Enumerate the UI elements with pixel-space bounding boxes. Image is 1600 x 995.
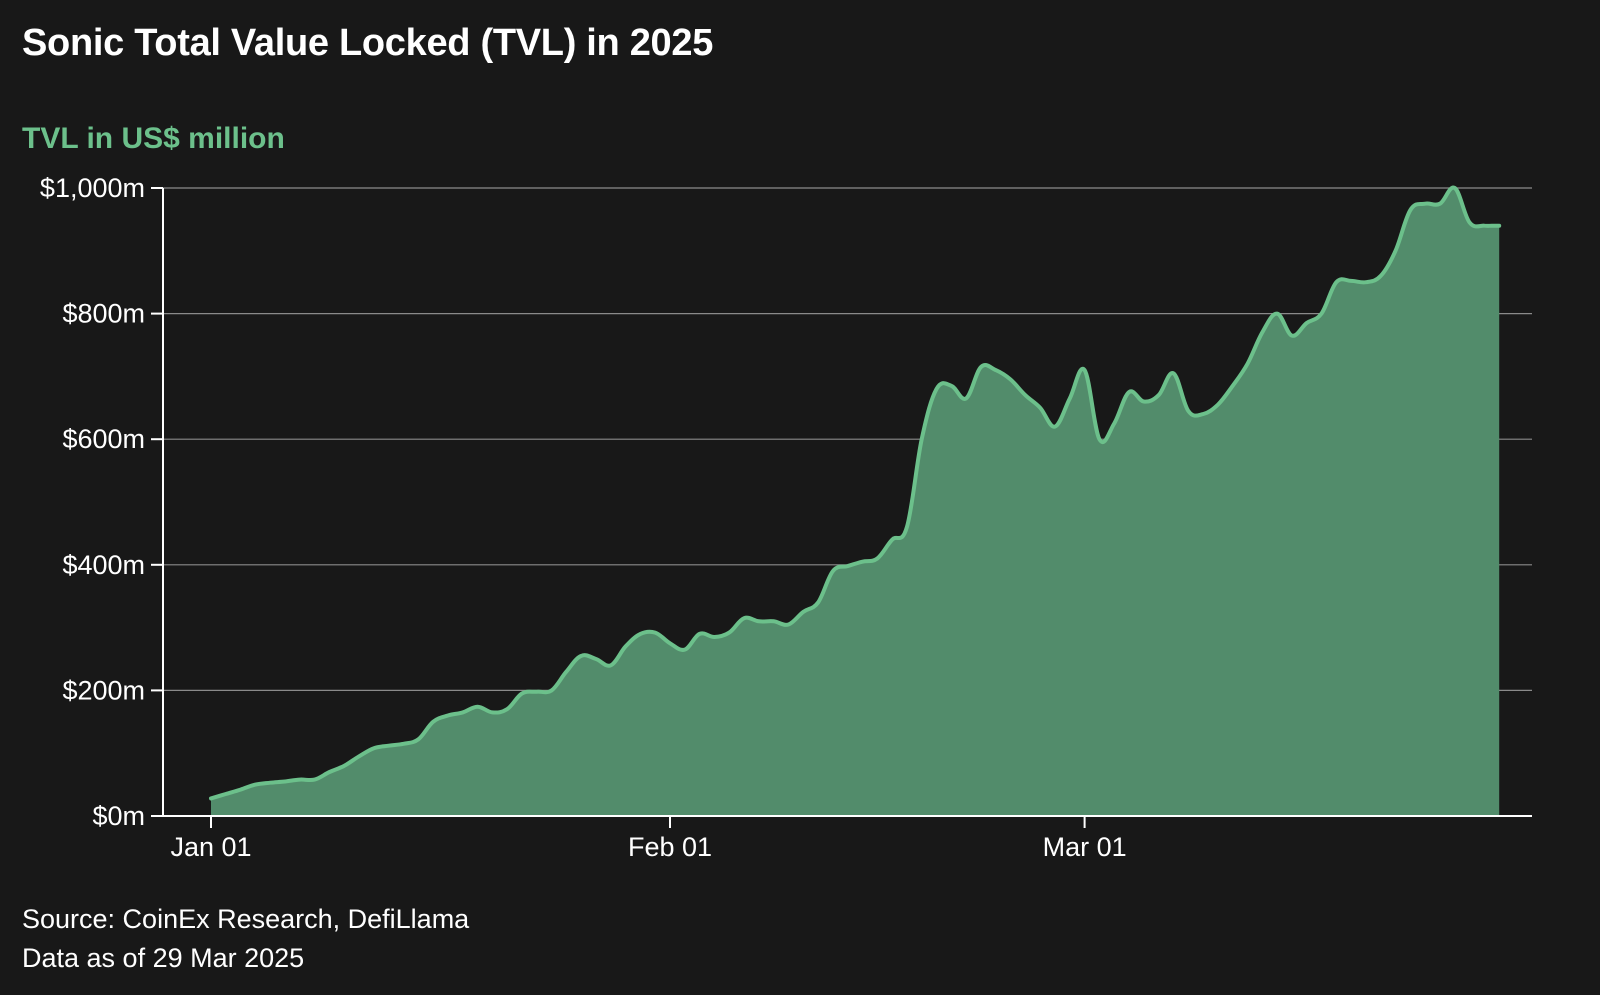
- x-tick-label: Mar 01: [1043, 832, 1127, 862]
- data-date-note: Data as of 29 Mar 2025: [22, 943, 305, 973]
- y-tick-label: $800m: [62, 299, 145, 329]
- chart-title: Sonic Total Value Locked (TVL) in 2025: [22, 22, 714, 64]
- y-tick-labels: $0m $200m $400m $600m $800m $1,000m: [40, 173, 163, 831]
- tvl-line: [209, 185, 1502, 801]
- axes: [162, 188, 1532, 817]
- y-tick-label: $200m: [62, 675, 145, 705]
- area-series: [209, 185, 1502, 816]
- tvl-area-fill: [211, 187, 1500, 816]
- y-axis-label: TVL in US$ million: [22, 122, 285, 155]
- y-tick-label: $400m: [62, 550, 145, 580]
- y-tick-label: $0m: [92, 801, 145, 831]
- x-tick-labels: Jan 01 Feb 01 Mar 01: [170, 816, 1127, 862]
- y-tick-label: $1,000m: [40, 173, 145, 203]
- x-tick-label: Feb 01: [628, 832, 712, 862]
- y-tick-label: $600m: [62, 424, 145, 454]
- x-tick-label: Jan 01: [170, 832, 251, 862]
- source-note: Source: CoinEx Research, DefiLlama: [22, 904, 470, 934]
